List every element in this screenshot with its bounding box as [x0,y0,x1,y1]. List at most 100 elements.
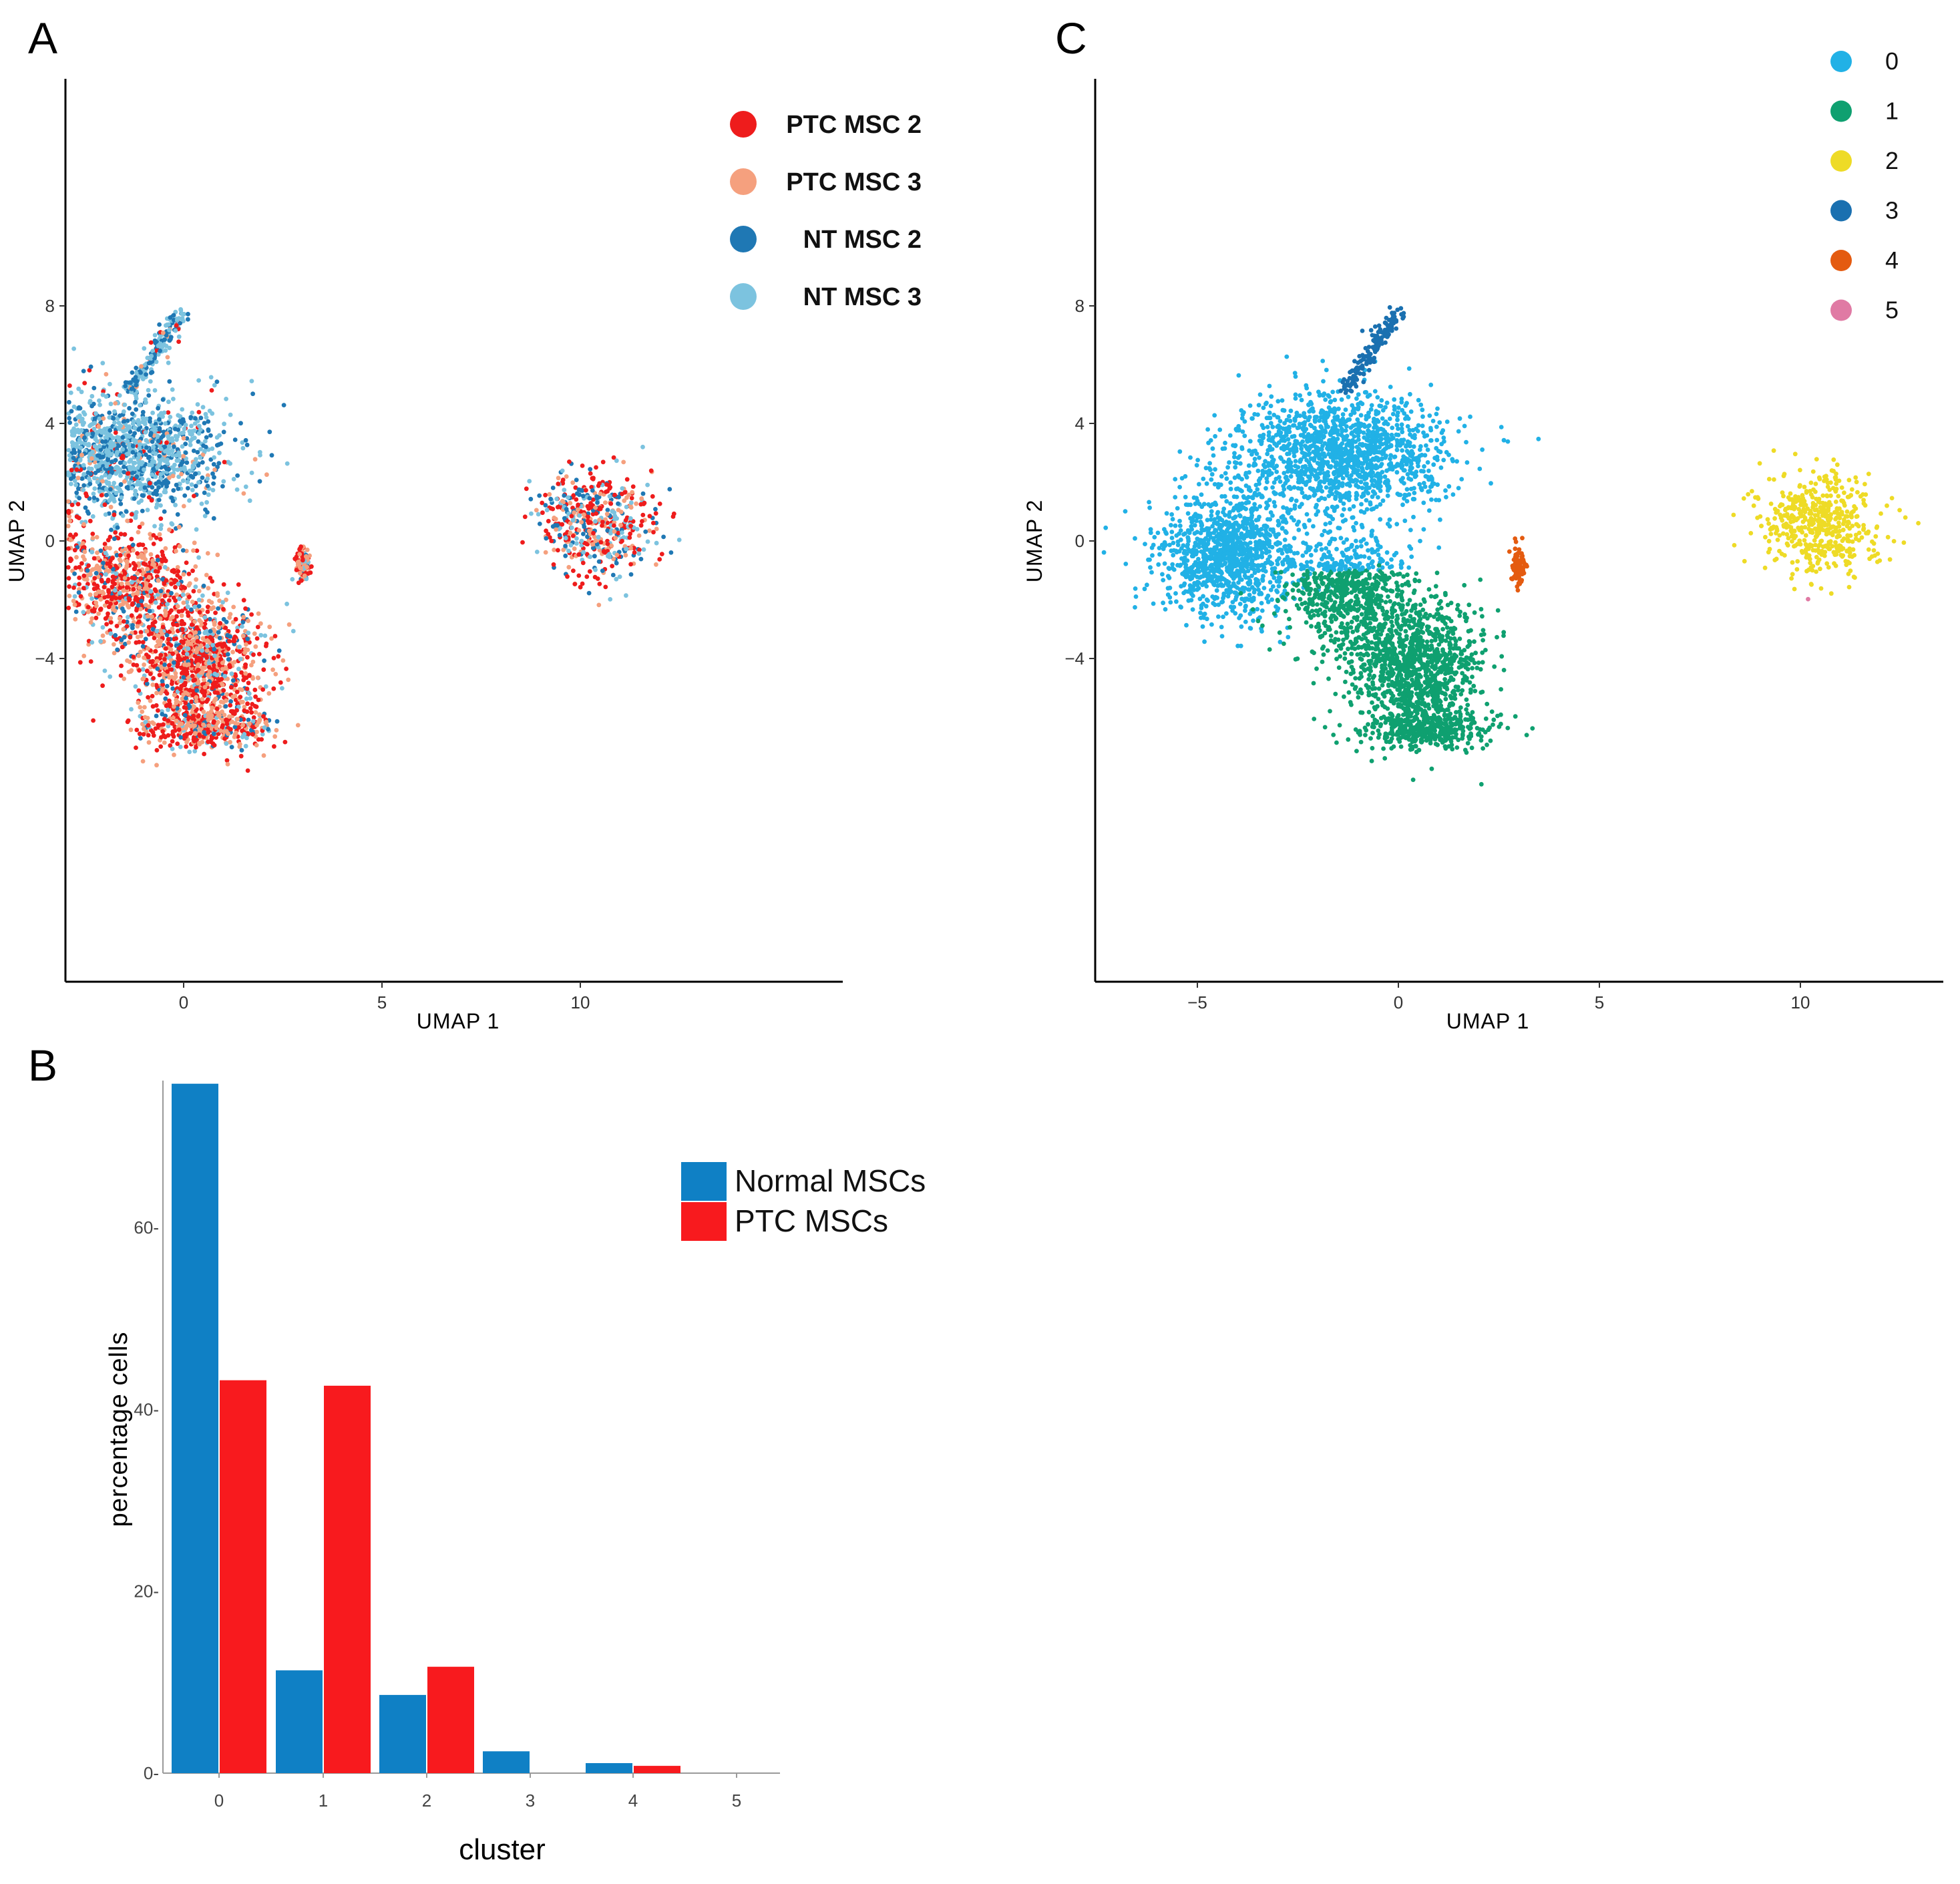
scatter-point [100,579,105,584]
scatter-point [148,583,153,588]
scatter-point [576,573,582,578]
scatter-point [1332,397,1338,403]
scatter-point [192,739,197,743]
scatter-point [171,397,176,401]
scatter-point [1328,486,1333,491]
scatter-point [272,744,276,749]
scatter-point [101,560,106,566]
scatter-point [206,586,211,591]
scatter-point [69,502,75,508]
scatter-point [89,403,95,409]
scatter-point [127,442,132,447]
scatter-point [76,486,81,492]
scatter-point [181,430,186,435]
scatter-point [65,499,71,504]
scatter-point [93,600,99,605]
scatter-point [194,527,199,532]
scatter-point [537,522,542,526]
scatter-point [1288,474,1294,479]
scatter-point [108,401,114,407]
scatter-point [1450,458,1456,463]
scatter-point [158,516,164,521]
scatter-point [628,546,633,551]
scatter-point [154,628,160,634]
scatter-point [144,437,149,443]
scatter-point [166,410,171,415]
scatter-point [104,372,109,377]
scatter-point [167,476,172,480]
scatter-point [254,636,260,641]
scatter-point [1378,403,1384,409]
scatter-point [198,427,203,432]
scatter-point [65,565,71,570]
scatter-point [610,572,616,578]
scatter-point [181,572,186,577]
scatter-point [267,624,272,630]
scatter-point [89,608,95,613]
scatter-point [206,730,211,735]
scatter-point [172,677,177,681]
scatter-point [214,673,220,678]
scatter-point [1443,488,1448,493]
scatter-point [100,392,106,397]
scatter-point [1399,399,1404,405]
scatter-point [186,486,190,491]
scatter-point [112,420,117,425]
scatter-point [170,614,175,620]
scatter-point [634,501,638,506]
scatter-point [85,509,90,514]
scatter-point [106,480,112,486]
scatter-point [185,604,190,610]
scatter-point [88,422,93,427]
scatter-point [212,620,217,625]
scatter-point [628,531,632,536]
scatter-point [628,516,633,521]
scatter-point [138,614,142,619]
scatter-point [122,464,126,469]
scatter-point [1340,441,1345,446]
scatter-point [1340,513,1345,518]
scatter-point [1420,423,1425,428]
scatter-point [256,652,262,656]
scatter-point [1206,440,1211,445]
scatter-point [216,630,221,635]
scatter-point [1247,403,1253,408]
scatter-point [1464,460,1470,465]
scatter-point [110,435,116,440]
scatter-point [206,598,212,604]
scatter-point [187,594,192,600]
scatter-point [568,501,573,506]
scatter-point [204,648,210,653]
scatter-point [137,524,142,530]
scatter-point [162,410,167,415]
scatter-point [262,658,266,663]
scatter-point [1426,468,1431,474]
scatter-point [1379,398,1384,403]
scatter-point [224,741,229,746]
scatter-point [618,522,623,528]
scatter-point [220,709,224,715]
scatter-point [1290,434,1295,439]
scatter-point [172,728,178,733]
scatter-point [154,691,159,696]
scatter-point [233,683,238,688]
scatter-point [95,556,101,560]
scatter-point [252,687,258,693]
scatter-point [167,327,172,333]
scatter-point [117,393,122,398]
scatter-point [186,646,191,651]
scatter-point [574,491,580,496]
scatter-point [250,719,256,724]
scatter-point [108,564,113,569]
scatter-point [160,712,165,717]
scatter-point [220,484,225,489]
scatter-point [241,598,246,603]
scatter-point [592,554,597,559]
scatter-point [126,433,131,438]
scatter-point [132,431,138,436]
scatter-point [85,568,90,573]
scatter-point [91,586,97,592]
scatter-point [232,732,238,737]
scatter-point [141,732,146,737]
scatter-point [141,727,146,731]
